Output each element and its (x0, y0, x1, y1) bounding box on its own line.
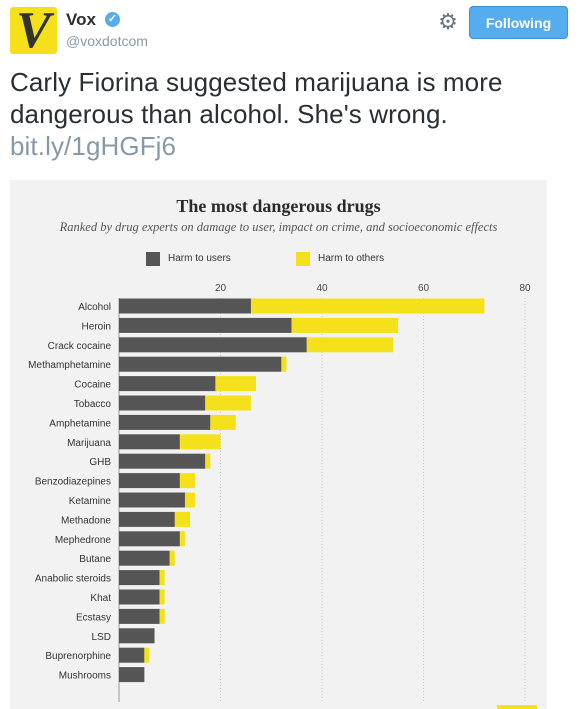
bar-marijuana-harm-others (179, 434, 221, 450)
legend-swatch-harm-users (146, 252, 160, 266)
category-label-methadone: Methadone (61, 515, 111, 526)
bar-khat-harm-users (119, 589, 160, 605)
category-label-methamphetamine: Methamphetamine (28, 360, 111, 371)
bar-ketamine-harm-users (119, 492, 185, 508)
category-label-butane: Butane (79, 554, 111, 565)
category-label-crack-cocaine: Crack cocaine (48, 341, 112, 352)
bar-amphetamine-harm-users (119, 414, 211, 430)
bar-butane-harm-others (169, 550, 175, 566)
x-tick-label-60: 60 (418, 283, 430, 294)
bar-crack-cocaine-harm-users (119, 337, 307, 353)
bar-ecstasy-harm-others (159, 608, 165, 624)
tweet-text: Carly Fiorina suggested marijuana is mor… (10, 66, 570, 162)
bar-heroin-harm-users (119, 317, 292, 333)
avatar-letter: V (16, 7, 51, 54)
bar-benzodiazepines-harm-others (179, 473, 196, 489)
category-label-ecstasy: Ecstasy (76, 612, 111, 623)
category-label-tobacco: Tobacco (74, 399, 112, 410)
bar-tobacco-harm-others (205, 395, 251, 411)
category-label-buprenorphine: Buprenorphine (45, 651, 111, 662)
category-label-ghb: GHB (89, 457, 111, 468)
x-tick-label-80: 80 (519, 283, 531, 294)
category-label-marijuana: Marijuana (67, 438, 111, 449)
legend-label-harm-users: Harm to users (168, 253, 231, 264)
bar-marijuana-harm-users (119, 434, 180, 450)
bar-methamphetamine-harm-users (119, 356, 282, 372)
avatar[interactable]: V (10, 7, 57, 54)
bar-ecstasy-harm-users (119, 608, 160, 624)
bar-buprenorphine-harm-others (144, 647, 150, 663)
category-label-benzodiazepines: Benzodiazepines (35, 477, 111, 488)
bar-anabolic-steroids-harm-users (119, 570, 160, 586)
tweet-link[interactable]: bit.ly/1gHGFj6 (10, 131, 177, 161)
bar-lsd-harm-users (119, 628, 155, 644)
tweet-body: Carly Fiorina suggested marijuana is mor… (10, 67, 503, 129)
category-label-cocaine: Cocaine (74, 380, 111, 391)
x-tick-label-40: 40 (316, 283, 328, 294)
chart-image[interactable]: The most dangerous drugs Ranked by drug … (10, 180, 547, 709)
bar-ketamine-harm-others (184, 492, 196, 508)
category-label-amphetamine: Amphetamine (49, 418, 111, 429)
bar-benzodiazepines-harm-users (119, 473, 180, 489)
bar-methadone-harm-others (174, 511, 191, 527)
bar-tobacco-harm-users (119, 395, 206, 411)
category-label-alcohol: Alcohol (78, 302, 111, 313)
bar-anabolic-steroids-harm-others (159, 570, 165, 586)
bar-amphetamine-harm-others (210, 414, 236, 430)
category-label-anabolic-steroids: Anabolic steroids (35, 574, 111, 585)
category-label-mushrooms: Mushrooms (59, 671, 111, 682)
category-label-khat: Khat (90, 593, 111, 604)
bar-plot: 20 40 60 80 Alcohol Heroin Crack cocaine Metham… (28, 283, 531, 702)
x-tick-label-20: 20 (215, 283, 227, 294)
bar-alcohol-harm-users (119, 298, 251, 314)
gear-icon[interactable]: ⚙ (438, 9, 458, 34)
chart-subtitle: Ranked by drug experts on damage to user… (59, 220, 498, 234)
bar-khat-harm-others (159, 589, 165, 605)
bar-alcohol-harm-others (250, 298, 485, 314)
bar-mephedrone-harm-others (179, 531, 185, 547)
bottom-strip (497, 705, 537, 709)
display-name[interactable]: Vox (66, 10, 96, 29)
bar-butane-harm-users (119, 550, 170, 566)
chart-title: The most dangerous drugs (176, 196, 381, 216)
category-label-mephedrone: Mephedrone (55, 535, 112, 546)
verified-badge-icon: ✓ (105, 12, 120, 27)
bar-crack-cocaine-harm-others (306, 337, 394, 353)
bar-ghb-harm-users (119, 453, 206, 469)
bar-mephedrone-harm-users (119, 531, 180, 547)
category-label-heroin: Heroin (82, 321, 111, 332)
legend-label-harm-others: Harm to others (318, 253, 385, 264)
bar-cocaine-harm-others (215, 376, 257, 392)
bar-cocaine-harm-users (119, 376, 216, 392)
user-handle[interactable]: @voxdotcom (66, 33, 148, 49)
following-button[interactable]: Following (469, 6, 568, 39)
bar-methamphetamine-harm-others (281, 356, 287, 372)
bar-ghb-harm-others (205, 453, 211, 469)
bar-buprenorphine-harm-users (119, 647, 145, 663)
legend-swatch-harm-others (296, 252, 310, 266)
bar-mushrooms-harm-users (119, 667, 145, 683)
bar-heroin-harm-others (291, 317, 399, 333)
category-label-ketamine: Ketamine (69, 496, 112, 507)
bar-methadone-harm-users (119, 511, 175, 527)
category-label-lsd: LSD (92, 632, 111, 643)
